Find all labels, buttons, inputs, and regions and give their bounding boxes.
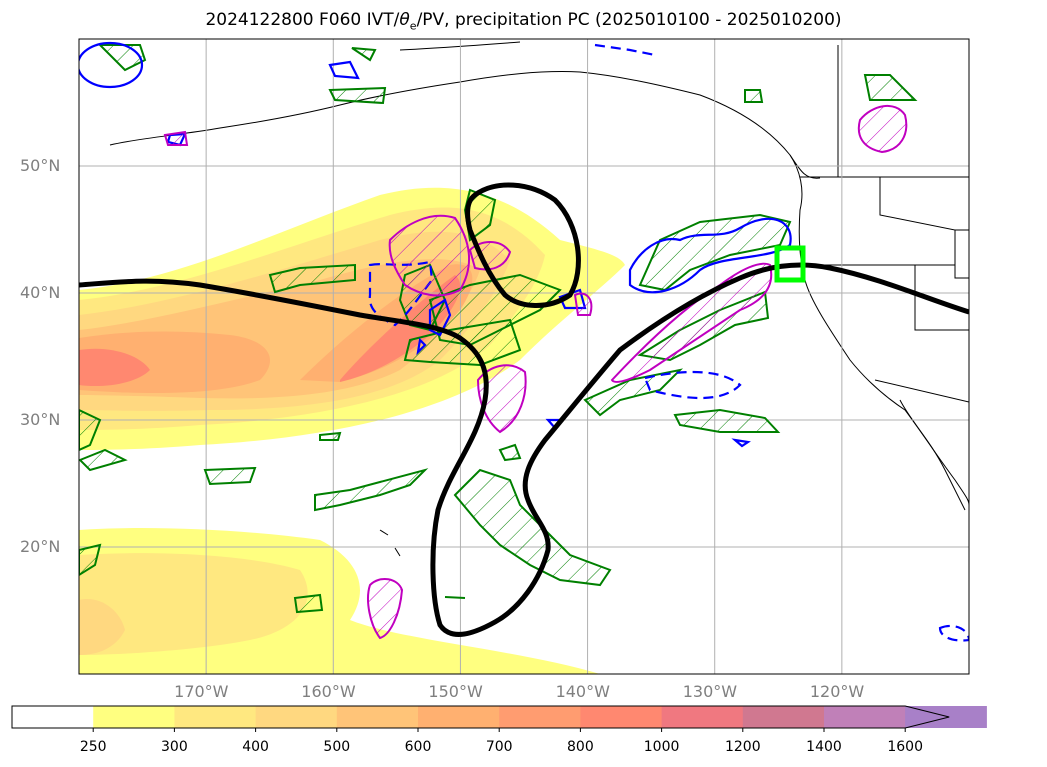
pv-contours	[79, 182, 969, 638]
borders	[800, 45, 969, 403]
colorbar-outline	[11, 705, 950, 729]
colorbar-label: 700	[485, 739, 513, 755]
colorbar-label: 1400	[806, 739, 842, 755]
map-title: 2024122800 F060 IVT/θe/PV, precipitation…	[205, 10, 842, 33]
lon-label: 140°W	[555, 682, 610, 701]
lat-label: 40°N	[20, 283, 61, 302]
colorbar-label: 500	[323, 739, 351, 755]
colorbar-segment	[255, 706, 338, 728]
colorbar-segment	[499, 706, 581, 728]
colorbar-segment	[661, 706, 744, 728]
lon-label: 130°W	[682, 682, 738, 701]
colorbar-segment	[742, 706, 825, 728]
lon-label: 160°W	[301, 682, 356, 701]
colorbar-segment-below	[12, 706, 94, 728]
colorbar-label: 600	[404, 739, 432, 755]
colorbar-segment	[174, 706, 257, 728]
colorbar-label: 1600	[887, 739, 924, 755]
colorbar-label: 250	[79, 739, 107, 755]
lon-label: 170°W	[174, 682, 229, 701]
colorbar-label: 300	[161, 739, 188, 755]
colorbar-segment	[93, 706, 175, 728]
colorbar-segment	[580, 706, 663, 728]
colorbar-segment	[824, 706, 906, 728]
lat-label: 20°N	[20, 537, 61, 556]
colorbar-segment	[418, 706, 500, 728]
colorbar-segment	[336, 706, 419, 728]
colorbar-label: 1000	[643, 739, 680, 755]
lat-label: 50°N	[20, 156, 61, 175]
colorbar	[11, 705, 987, 732]
lon-label: 120°W	[809, 682, 865, 701]
colorbar-label: 1200	[724, 739, 761, 755]
precip-contours	[163, 105, 908, 640]
colorbar-label: 400	[242, 739, 269, 755]
lon-label: 150°W	[428, 682, 483, 701]
colorbar-label: 800	[567, 739, 594, 755]
map-frame	[78, 38, 970, 675]
lat-label: 30°N	[20, 410, 61, 429]
colorbar-extend-max	[905, 706, 950, 728]
highlight-box	[774, 245, 806, 283]
